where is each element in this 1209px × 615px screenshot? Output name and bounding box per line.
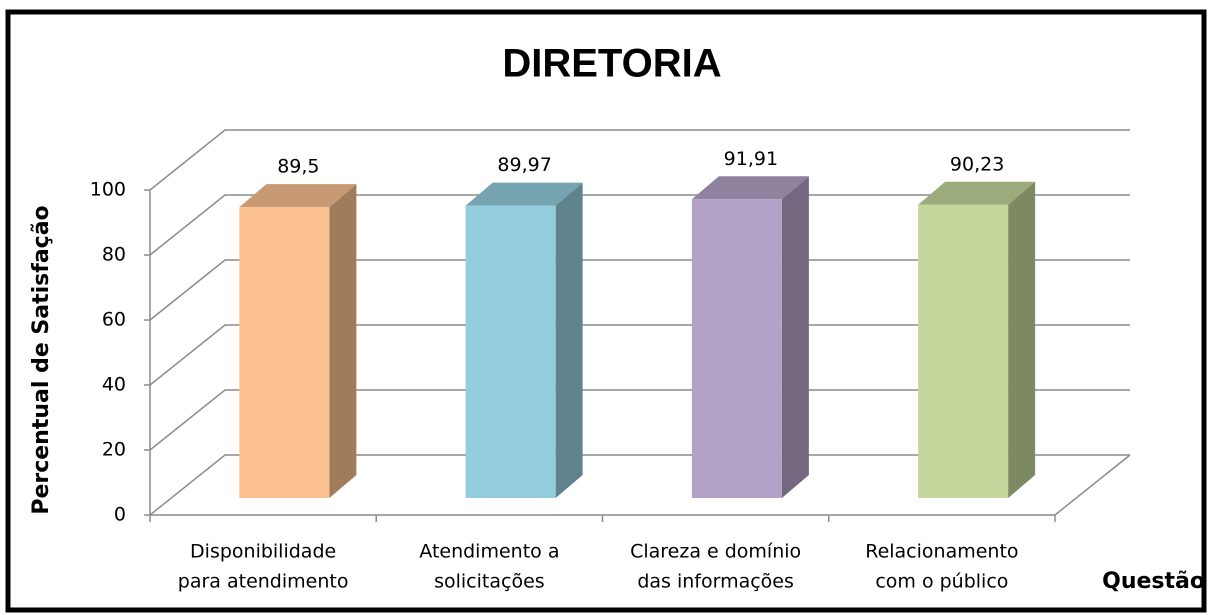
bar	[918, 204, 1009, 498]
grid-line	[149, 389, 1130, 451]
x-tick-label: das informações	[637, 571, 794, 593]
bar-side	[781, 176, 809, 499]
bar-side	[555, 182, 583, 498]
x-tick-label: Atendimento a	[419, 541, 559, 563]
grid-line	[149, 259, 1130, 321]
x-tick-label: Disponibilidade	[190, 541, 336, 563]
x-tick-label: Relacionamento	[865, 541, 1018, 563]
bar-top	[239, 184, 357, 208]
data-label: 89,97	[497, 154, 551, 176]
grid-line	[149, 454, 1130, 516]
bar-top	[691, 176, 809, 200]
y-tick-label: 80	[102, 244, 126, 266]
x-axis-label: Questão	[1102, 569, 1205, 594]
data-label: 90,23	[950, 153, 1004, 175]
grid-line	[149, 129, 1130, 191]
bar-top	[465, 182, 583, 206]
bar-side	[1008, 181, 1036, 498]
y-tick-label: 0	[114, 504, 126, 526]
y-tick-label: 40	[102, 374, 126, 396]
x-tick-label: para atendimento	[178, 571, 349, 593]
bar	[465, 205, 556, 498]
data-label: 91,91	[724, 148, 778, 170]
y-tick-label: 100	[90, 179, 126, 201]
bar	[239, 207, 330, 498]
chart-title: DIRETORIA	[502, 42, 721, 86]
grid-line	[149, 194, 1130, 256]
bar-top	[918, 181, 1036, 205]
y-tick-label: 60	[102, 309, 126, 331]
x-tick-label: solicitações	[434, 571, 545, 593]
bar-side	[329, 184, 357, 498]
floor-edge	[1054, 454, 1131, 516]
y-tick-label: 20	[102, 439, 126, 461]
x-tick-label: Clareza e domínio	[630, 541, 801, 563]
x-tick-label: com o público	[875, 571, 1008, 593]
y-axis-label: Percentual de Satisfação	[29, 205, 54, 514]
bar	[691, 199, 782, 499]
grid-line	[149, 324, 1130, 386]
data-label: 89,5	[277, 156, 319, 178]
